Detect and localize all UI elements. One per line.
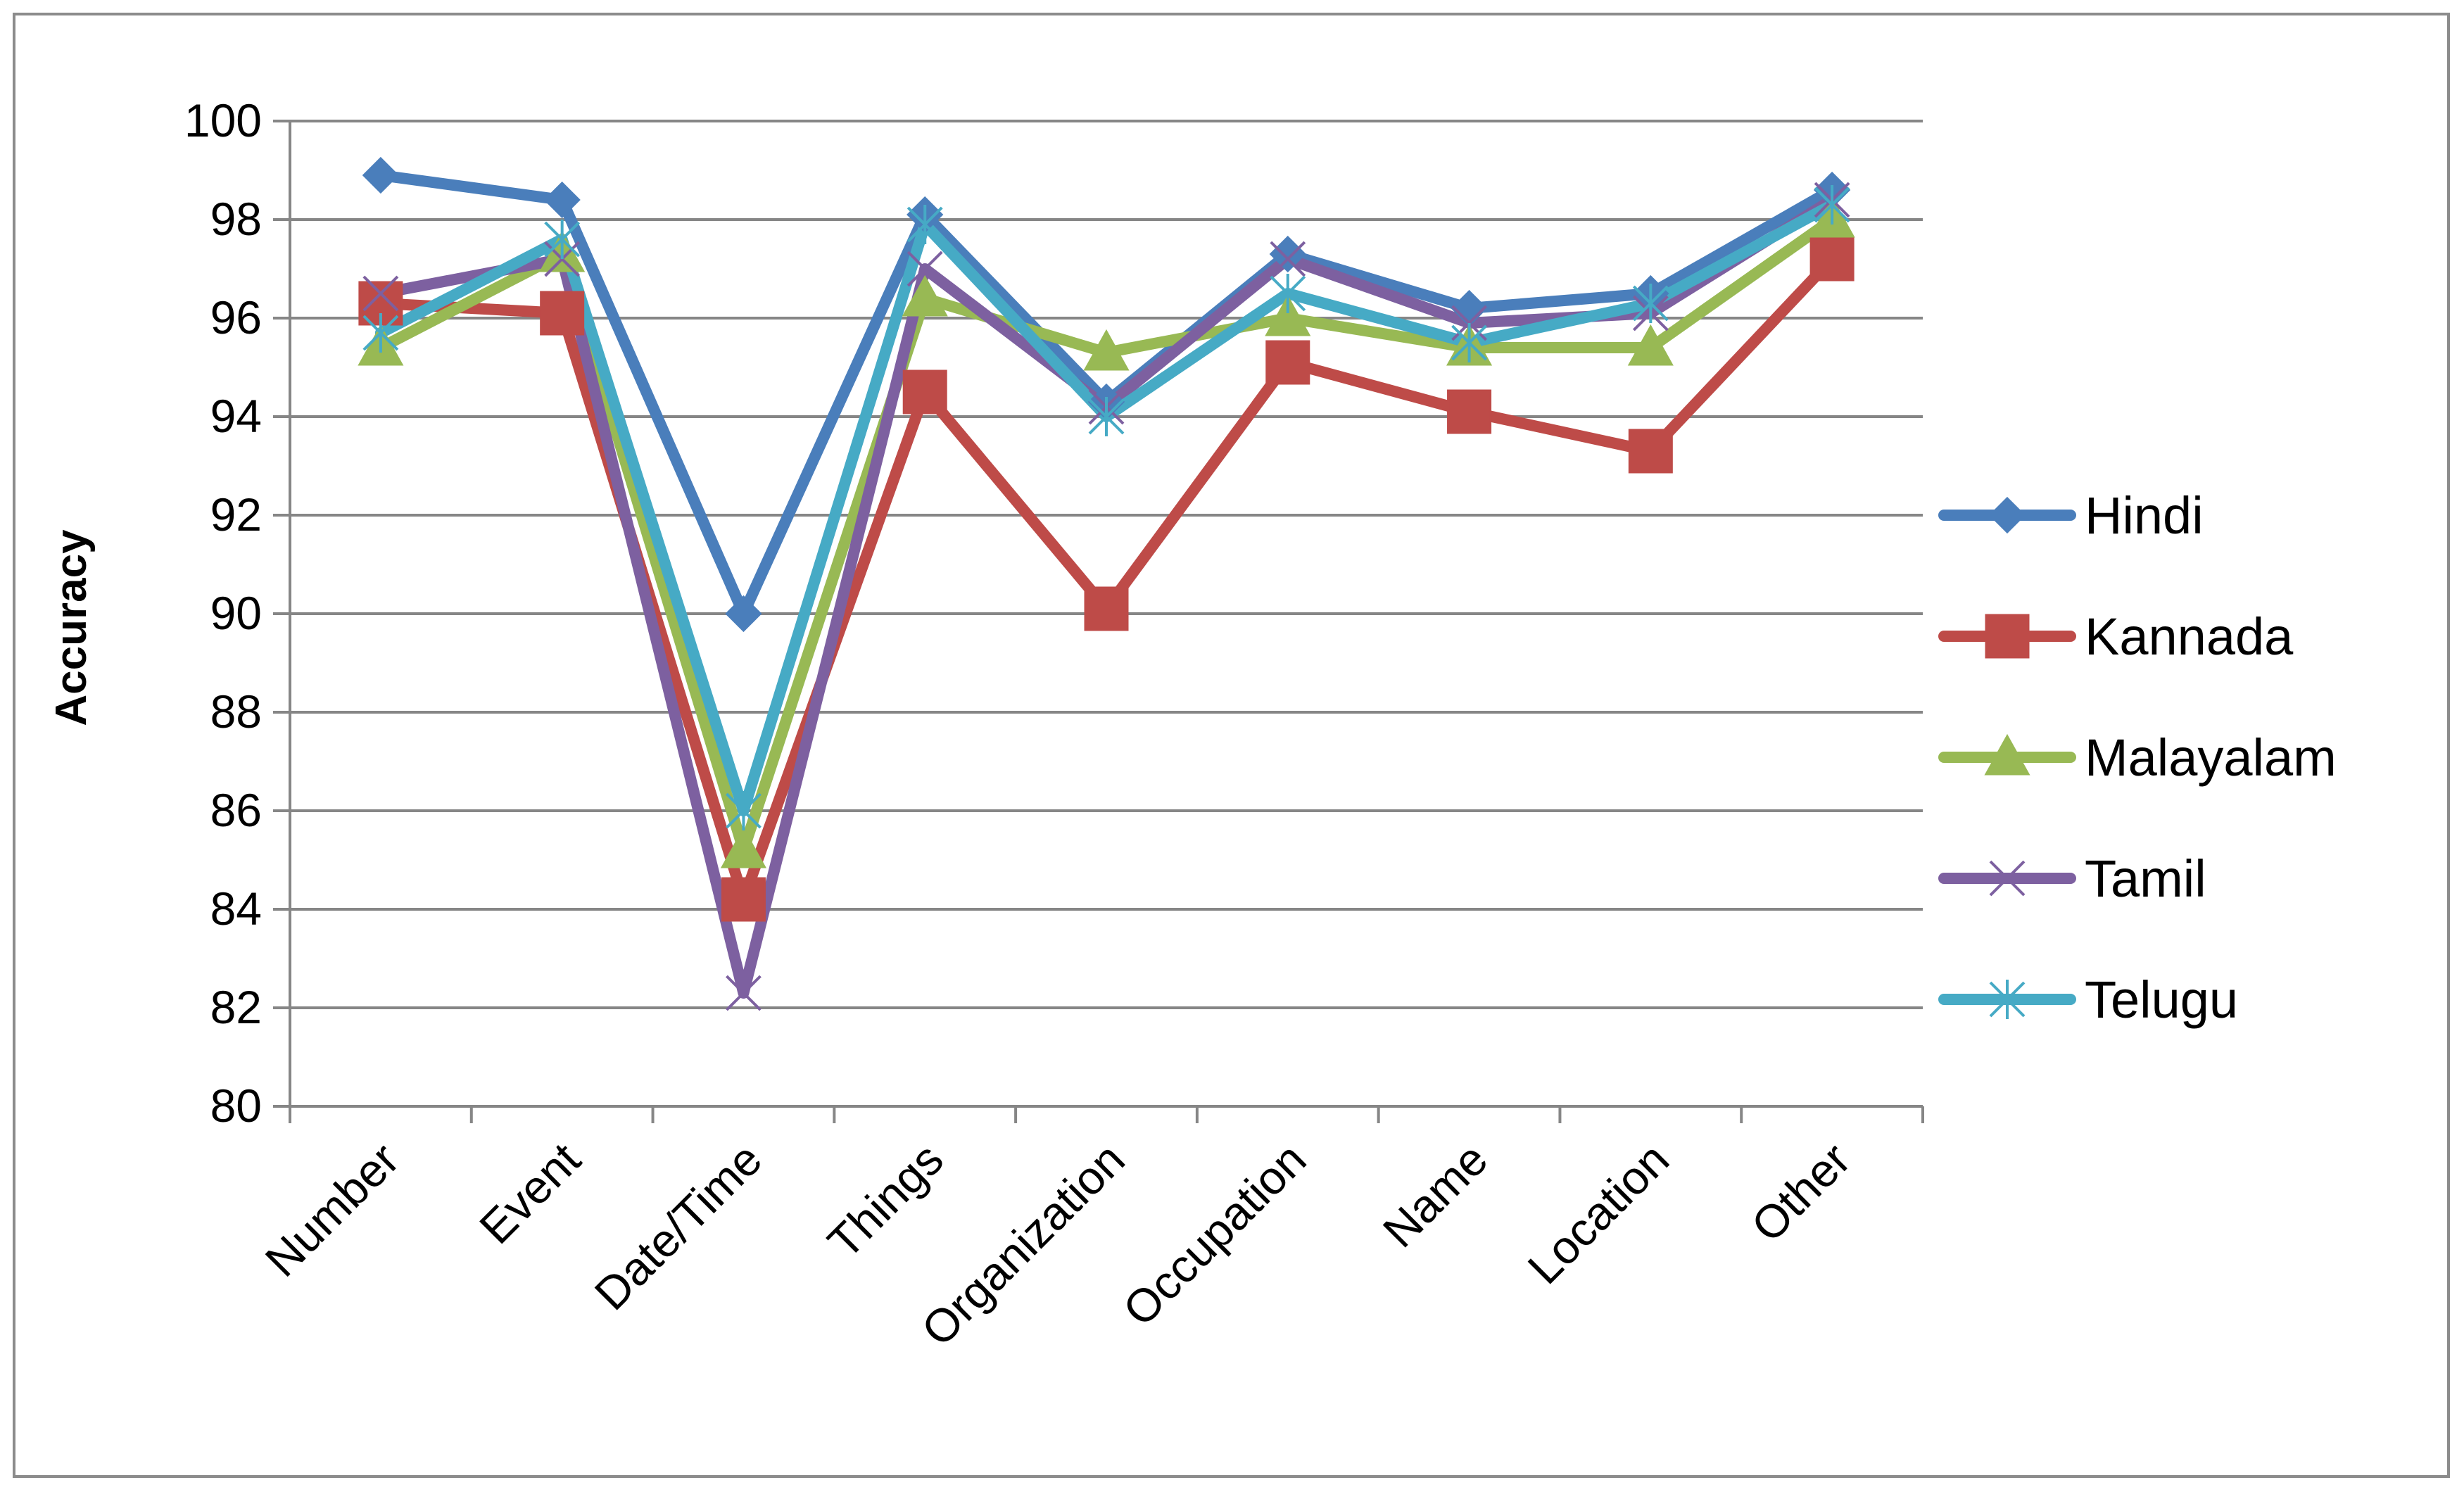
line-chart: 80 82 84 86 88 90 92 94 96 98 100 Number EventDate/… — [47, 94, 2337, 1356]
data-point-telugu — [544, 220, 581, 259]
data-point-tamil — [726, 975, 762, 1011]
data-point-malayalam — [1083, 329, 1130, 371]
x-tick-label: Things — [818, 1133, 953, 1268]
data-point-telugu — [1270, 274, 1306, 313]
data-point-telugu — [362, 313, 399, 353]
y-tick-label: 98 — [210, 193, 262, 245]
data-point-tamil — [1270, 241, 1306, 277]
data-point-malayalam — [1265, 294, 1311, 336]
data-point-tamil — [362, 275, 399, 312]
legend-item-kannada: Kannada — [1938, 607, 2294, 666]
data-point-malayalam — [1627, 324, 1674, 366]
x-tick-label: Occupation — [1113, 1133, 1315, 1336]
legend-marker — [1984, 733, 2030, 776]
y-tick-label: 100 — [184, 94, 262, 146]
data-point-kannada — [1084, 586, 1129, 631]
y-tick-label: 90 — [210, 587, 262, 639]
legend-label: Telugu — [2085, 971, 2238, 1029]
legend-marker — [1989, 980, 2026, 1019]
y-tick-label: 92 — [210, 488, 262, 540]
legend-marker — [1988, 496, 2026, 534]
data-point-kannada — [1265, 340, 1310, 385]
legend: Hindi Kannada Malayalam Tamil Telugu — [1938, 486, 2337, 1029]
legend-item-hindi: Hindi — [1938, 486, 2204, 545]
data-point-malayalam — [720, 826, 766, 868]
data-point-hindi — [725, 595, 762, 633]
legend-item-telugu: Telugu — [1938, 971, 2238, 1029]
data-point-telugu — [1088, 397, 1125, 436]
x-tick-label: Location — [1517, 1133, 1679, 1294]
legend-marker — [1989, 860, 2026, 897]
legend-label: Tamil — [2085, 849, 2206, 908]
x-tick-label: Number — [255, 1133, 408, 1286]
data-point-malayalam — [902, 274, 948, 317]
legend-label: Malayalam — [2085, 728, 2337, 787]
data-point-kannada — [902, 369, 947, 415]
x-tick-label: Event — [469, 1133, 590, 1254]
y-tick-labels: 80 82 84 86 88 90 92 94 96 98 100 — [184, 94, 262, 1132]
axes — [273, 120, 1924, 1123]
y-tick-label: 84 — [210, 883, 262, 935]
legend-item-malayalam: Malayalam — [1938, 728, 2337, 787]
data-point-kannada — [540, 291, 585, 336]
data-point-hindi — [362, 156, 400, 194]
data-point-kannada — [1628, 429, 1673, 474]
data-point-telugu — [906, 205, 943, 244]
chart-frame: 80 82 84 86 88 90 92 94 96 98 100 Number Event Date/… — [13, 13, 2450, 1478]
series-lines — [358, 156, 1855, 1011]
y-tick-label: 88 — [210, 685, 262, 738]
data-point-kannada — [721, 877, 766, 922]
y-tick-label: 86 — [210, 784, 262, 836]
x-tick-label: Date/Time — [584, 1133, 771, 1320]
y-axis-title: Accuracy — [47, 529, 96, 726]
x-tick-label: Other — [1741, 1133, 1860, 1252]
data-point-telugu — [1451, 323, 1487, 362]
y-tick-label: 80 — [210, 1080, 262, 1132]
data-point-kannada — [1447, 389, 1492, 434]
data-point-kannada — [1809, 236, 1855, 282]
x-tick-label: Name — [1373, 1133, 1498, 1258]
y-tick-label: 96 — [210, 291, 262, 343]
legend-marker — [1985, 614, 2030, 659]
data-point-telugu — [1814, 185, 1850, 225]
data-point-hindi — [543, 181, 581, 219]
data-point-telugu — [1632, 284, 1669, 323]
legend-label: Kannada — [2085, 607, 2294, 666]
y-tick-label: 82 — [210, 981, 262, 1033]
legend-label: Hindi — [2085, 486, 2204, 545]
data-point-telugu — [726, 791, 762, 830]
data-point-tamil — [906, 251, 943, 287]
legend-item-tamil: Tamil — [1938, 849, 2206, 908]
y-tick-label: 94 — [210, 390, 262, 442]
